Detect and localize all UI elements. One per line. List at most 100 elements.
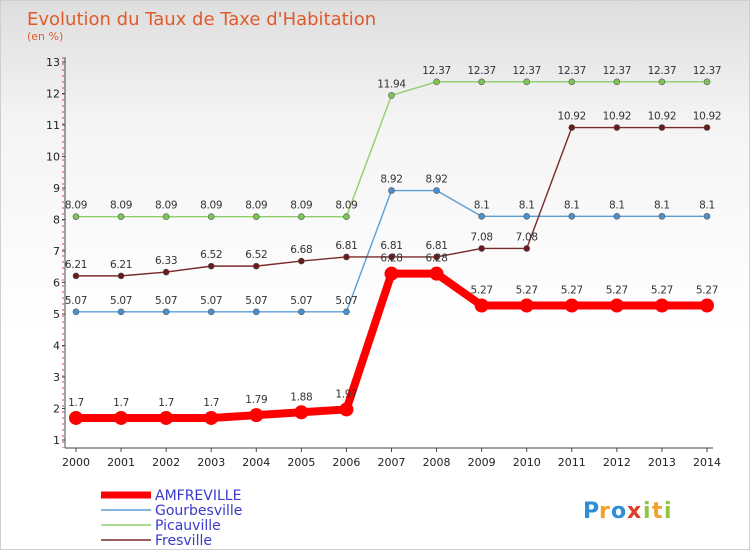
data-label: 5.07 [65,295,87,307]
logo-letter: i [643,499,651,524]
y-tick-label: 4 [53,340,60,353]
x-tick-label: 2000 [62,456,90,469]
data-point [478,213,485,220]
data-point [384,266,399,281]
data-label: 1.97 [335,388,357,400]
data-label: 10.92 [693,111,722,123]
data-point [474,298,489,313]
x-tick-label: 2008 [423,456,451,469]
data-point [433,253,440,261]
legend: AMFREVILLEGourbesvillePicauvilleFresvill… [101,488,242,549]
legend-label: Picauville [155,518,221,534]
data-label: 12.37 [693,65,722,77]
y-tick-label: 1 [53,434,60,447]
data-label: 12.37 [512,65,541,77]
data-label: 8.09 [65,200,87,212]
data-point [609,298,624,313]
data-point [339,402,354,417]
data-label: 11.94 [377,78,406,90]
x-tick-label: 2009 [468,456,496,469]
x-tick-label: 2013 [648,456,676,469]
data-label: 8.1 [474,199,490,211]
data-point [700,298,714,313]
data-point [613,78,621,86]
data-label: 12.37 [422,65,451,77]
x-tick-label: 2011 [558,456,586,469]
x-tick-label: 2003 [197,456,225,469]
data-label: 10.92 [603,111,632,123]
data-point [162,268,170,276]
data-point [159,410,174,425]
series-amfreville: 1.7 1.7 1.7 1.7 1.79 1.88 1.97 6.28 6.28 5.27 5.27… [68,253,718,425]
data-label: 12.37 [558,65,587,77]
legend-label: Fresville [155,533,212,549]
data-point [478,78,485,86]
data-point [658,124,666,131]
data-point [114,410,129,425]
data-point [298,308,305,316]
data-point [523,78,531,86]
data-label: 8.92 [380,174,402,186]
data-label: 6.21 [110,259,132,271]
data-label: 5.27 [471,284,493,296]
series-fresville: 6.21 6.21 6.33 6.52 6.52 6.68 6.81 6.81 6.81 7.08… [65,111,722,280]
x-tick-label: 2002 [152,456,180,469]
data-point [523,245,531,252]
x-tick-label: 2004 [242,456,270,469]
x-tick-label: 2010 [513,456,541,469]
logo-letter: P [583,499,599,524]
data-point [658,78,666,86]
data-point [388,253,395,261]
chart-subtitle: (en %) [27,30,63,43]
x-tick-label: 2007 [378,456,406,469]
data-label: 6.52 [200,249,222,261]
logo-letter: o [611,499,626,524]
data-point [117,213,125,220]
data-label: 6.28 [380,253,402,265]
data-point [568,78,576,86]
data-label: 1.7 [203,397,219,409]
x-tick-label: 2012 [603,456,631,469]
data-point [478,245,485,252]
data-label: 5.07 [155,295,177,307]
data-point [519,298,534,313]
y-tick-label: 12 [46,88,60,101]
data-point [433,78,440,86]
data-label: 8.09 [110,200,132,212]
logo-letter: i [664,499,672,524]
logo-letter: t [652,499,663,524]
data-label: 6.81 [425,240,447,252]
data-point [568,124,576,131]
data-point [117,308,125,316]
chart-title: Evolution du Taux de Taxe d'Habitation [27,9,376,30]
data-label: 8.1 [699,199,715,211]
data-point [564,298,579,313]
data-label: 5.07 [290,295,312,307]
series-line [75,81,708,218]
series-picauville: 8.09 8.09 8.09 8.09 8.09 8.09 8.09 11.94 12.37 12… [65,65,722,220]
data-label: 8.92 [425,174,447,186]
data-label: 7.08 [471,231,493,243]
data-point [204,410,219,425]
data-point [388,187,395,194]
data-label: 10.92 [558,111,587,123]
data-point [252,308,260,316]
data-point [69,410,83,425]
y-tick-label: 9 [53,182,60,195]
y-tick-label: 3 [53,371,60,384]
data-label: 6.52 [245,249,267,261]
logo-letter: x [627,499,641,524]
data-point [429,266,444,281]
data-point [207,213,215,220]
data-label: 5.27 [696,284,718,296]
data-point [388,92,395,99]
data-point [249,408,264,423]
data-point [207,308,215,316]
data-point [117,272,125,280]
data-label: 5.07 [245,295,267,307]
data-point [433,187,440,194]
series-layer: 8.09 8.09 8.09 8.09 8.09 8.09 8.09 11.94 12.37 12… [65,65,722,425]
legend-label: Gourbesville [155,503,242,519]
data-point [162,308,170,316]
